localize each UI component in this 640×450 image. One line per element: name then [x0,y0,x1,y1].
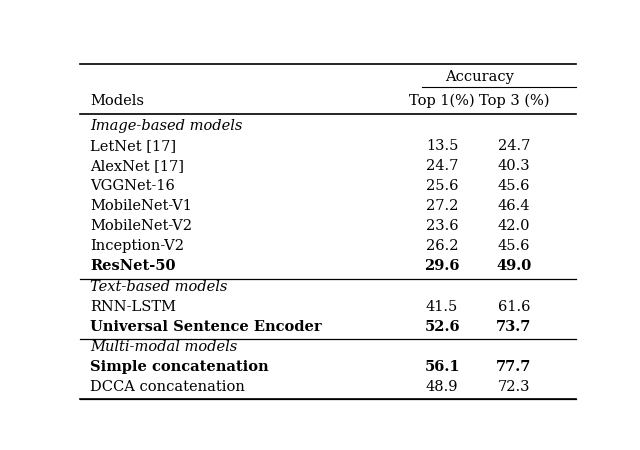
Text: 40.3: 40.3 [498,159,531,173]
Text: 24.7: 24.7 [426,159,458,173]
Text: 49.0: 49.0 [497,259,532,274]
Text: LetNet [17]: LetNet [17] [90,139,176,153]
Text: Top 1(%): Top 1(%) [409,94,475,108]
Text: Top 3 (%): Top 3 (%) [479,94,549,108]
Text: Image-based models: Image-based models [90,119,243,133]
Text: Models: Models [90,94,144,108]
Text: ResNet-50: ResNet-50 [90,259,175,274]
Text: Accuracy: Accuracy [445,69,514,84]
Text: 24.7: 24.7 [498,139,530,153]
Text: Text-based models: Text-based models [90,279,227,293]
Text: MobileNet-V2: MobileNet-V2 [90,219,192,233]
Text: VGGNet-16: VGGNet-16 [90,179,175,193]
Text: 41.5: 41.5 [426,300,458,314]
Text: RNN-LSTM: RNN-LSTM [90,300,176,314]
Text: MobileNet-V1: MobileNet-V1 [90,199,192,213]
Text: 27.2: 27.2 [426,199,458,213]
Text: AlexNet [17]: AlexNet [17] [90,159,184,173]
Text: 45.6: 45.6 [498,179,531,193]
Text: 56.1: 56.1 [424,360,460,374]
Text: 42.0: 42.0 [498,219,531,233]
Text: 46.4: 46.4 [498,199,531,213]
Text: Inception-V2: Inception-V2 [90,239,184,253]
Text: 23.6: 23.6 [426,219,458,233]
Text: 25.6: 25.6 [426,179,458,193]
Text: Simple concatenation: Simple concatenation [90,360,269,374]
Text: Multi-modal models: Multi-modal models [90,340,237,354]
Text: 72.3: 72.3 [498,380,531,394]
Text: 45.6: 45.6 [498,239,531,253]
Text: 52.6: 52.6 [424,320,460,334]
Text: 48.9: 48.9 [426,380,458,394]
Text: 73.7: 73.7 [496,320,532,334]
Text: 26.2: 26.2 [426,239,458,253]
Text: 13.5: 13.5 [426,139,458,153]
Text: Universal Sentence Encoder: Universal Sentence Encoder [90,320,321,334]
Text: 29.6: 29.6 [424,259,460,274]
Text: 77.7: 77.7 [496,360,532,374]
Text: 61.6: 61.6 [498,300,531,314]
Text: DCCA concatenation: DCCA concatenation [90,380,244,394]
